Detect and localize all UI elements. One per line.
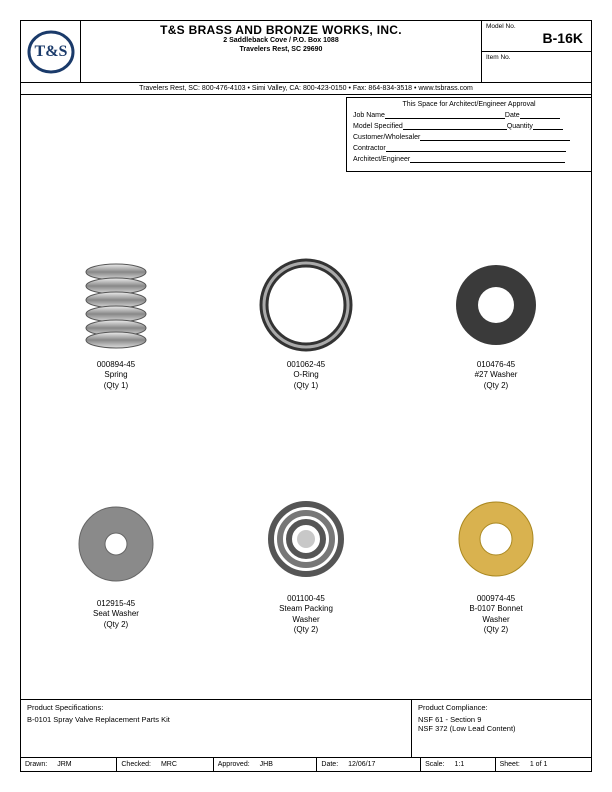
contact-line: Travelers Rest, SC: 800-476-4103 • Simi … [21, 83, 591, 95]
svg-text:T&S: T&S [34, 43, 67, 60]
model-label: Model No. [486, 23, 587, 30]
part-image-5 [446, 484, 546, 594]
field-architect: Architect/Engineer [353, 156, 410, 163]
spec-label: Product Specifications: [27, 703, 405, 712]
part-image-3 [66, 489, 166, 599]
part-3: 012915-45Seat Washer(Qty 2) [21, 440, 211, 679]
part-image-4 [256, 484, 356, 594]
part-image-1 [256, 250, 356, 360]
compliance-2: NSF 372 (Low Lead Content) [418, 724, 585, 733]
field-qty: Quantity [507, 123, 533, 130]
compliance-label: Product Compliance: [418, 703, 585, 712]
part-label-5: 000974-45B-0107 BonnetWasher(Qty 2) [469, 594, 522, 636]
field-customer: Customer/Wholesaler [353, 134, 420, 141]
field-date: Date [505, 112, 520, 119]
company-name: T&S BRASS AND BRONZE WORKS, INC. [81, 23, 481, 37]
item-label: Item No. [486, 54, 587, 61]
part-image-0 [66, 250, 166, 360]
part-4: 001100-45Steam PackingWasher(Qty 2) [211, 440, 401, 679]
part-label-4: 001100-45Steam PackingWasher(Qty 2) [279, 594, 333, 636]
approved-label: Approved: [218, 761, 250, 768]
date-label: Date: [321, 761, 338, 768]
approval-box: This Space for Architect/Engineer Approv… [346, 97, 591, 172]
part-label-0: 000894-45Spring(Qty 1) [97, 360, 135, 391]
sheet-label: Sheet: [500, 761, 520, 768]
compliance-1: NSF 61 - Section 9 [418, 715, 585, 724]
company-addr2: Travelers Rest, SC 29690 [81, 46, 481, 55]
checked-label: Checked: [121, 761, 151, 768]
part-label-1: 001062-45O-Ring(Qty 1) [287, 360, 325, 391]
field-model: Model Specified [353, 123, 403, 130]
company-logo: T&S [21, 21, 81, 82]
drawn-value: JRM [57, 761, 71, 768]
drawn-label: Drawn: [25, 761, 47, 768]
spec-text: B-0101 Spray Valve Replacement Parts Kit [27, 715, 405, 724]
scale-label: Scale: [425, 761, 444, 768]
part-label-2: 010476-45#27 Washer(Qty 2) [475, 360, 518, 391]
model-number: B-16K [486, 30, 587, 46]
part-2: 010476-45#27 Washer(Qty 2) [401, 201, 591, 440]
approved-value: JHB [260, 761, 273, 768]
field-jobname: Job Name [353, 112, 385, 119]
checked-value: MRC [161, 761, 177, 768]
scale-value: 1:1 [455, 761, 465, 768]
sheet-value: 1 of 1 [530, 761, 548, 768]
part-5: 000974-45B-0107 BonnetWasher(Qty 2) [401, 440, 591, 679]
company-addr1: 2 Saddleback Cove / P.O. Box 1088 [81, 37, 481, 46]
field-contractor: Contractor [353, 145, 386, 152]
part-0: 000894-45Spring(Qty 1) [21, 201, 211, 440]
part-image-2 [446, 250, 546, 360]
part-label-3: 012915-45Seat Washer(Qty 2) [93, 599, 139, 630]
approval-title: This Space for Architect/Engineer Approv… [353, 101, 585, 108]
part-1: 001062-45O-Ring(Qty 1) [211, 201, 401, 440]
date-value: 12/06/17 [348, 761, 375, 768]
